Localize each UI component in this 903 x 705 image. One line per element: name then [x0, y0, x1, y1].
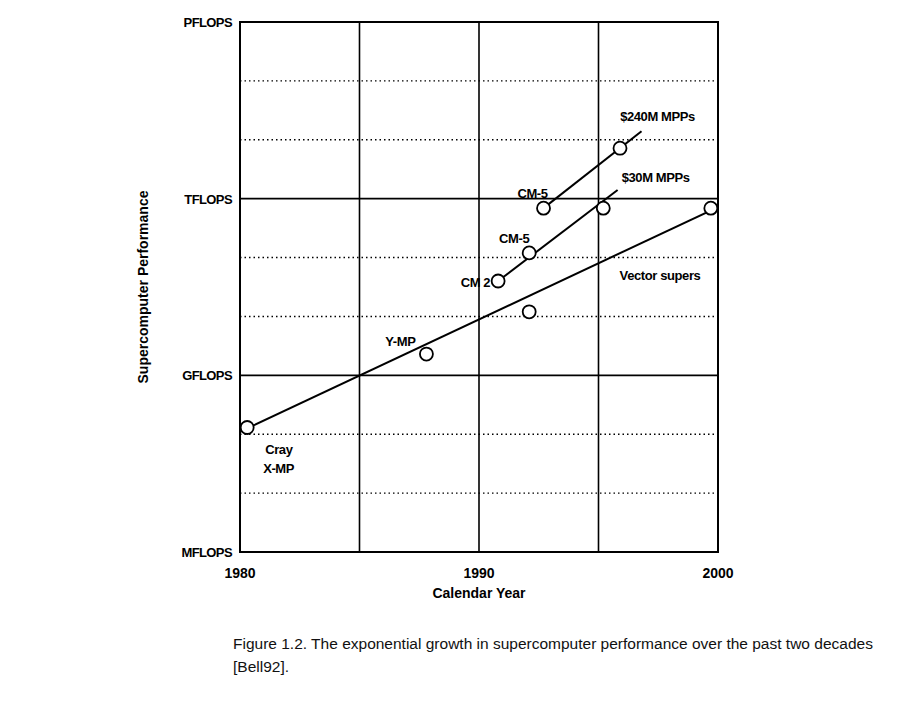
point-label: Y-MP: [385, 334, 416, 349]
series-label: Vector supers: [620, 268, 701, 283]
point-label-line: Cray: [265, 442, 293, 457]
x-tick-label: 2000: [702, 565, 733, 581]
data-point: [704, 202, 717, 215]
x-grid-line: [359, 22, 361, 552]
series-line: [240, 207, 718, 432]
y-tick-label: MFLOPS: [181, 545, 232, 560]
data-point: [420, 348, 433, 361]
data-point: [241, 421, 254, 434]
point-label-line: X-MP: [263, 461, 295, 476]
data-point: [523, 305, 536, 318]
plot-marks: [240, 131, 718, 434]
point-label: CM-5: [517, 186, 547, 201]
x-tick-label: 1980: [224, 565, 255, 581]
data-point: [523, 246, 536, 259]
series-label: $30M MPPs: [622, 170, 690, 185]
x-axis-label: Calendar Year: [432, 585, 526, 601]
x-tick-label: 1990: [463, 565, 494, 581]
y-tick-label: GFLOPS: [182, 368, 233, 383]
series-line: [498, 190, 618, 281]
y-tick-label: PFLOPS: [184, 15, 233, 30]
series-label: $240M MPPs: [620, 109, 695, 124]
caption: Figure 1.2. The exponential growth in su…: [233, 632, 883, 678]
point-label: CM 2: [461, 275, 491, 290]
x-grid-line: [598, 22, 600, 552]
chart: MFLOPS GFLOPS TFLOPS PFLOPS 1980 1990 2000 Cale…: [0, 0, 903, 705]
y-axis-label: Supercomputer Performance: [135, 190, 151, 383]
data-point: [614, 142, 627, 155]
plot-frame: [240, 22, 718, 552]
data-point: [492, 274, 505, 287]
point-label: CM-5: [499, 231, 529, 246]
point-label: Cray X-MP: [263, 442, 295, 476]
data-point: [597, 202, 610, 215]
data-point: [537, 202, 550, 215]
y-tick-label: TFLOPS: [184, 192, 233, 207]
mark-labels: Vector supers $30M MPPs $240M MPPs Cray X-MP…: [263, 109, 700, 475]
